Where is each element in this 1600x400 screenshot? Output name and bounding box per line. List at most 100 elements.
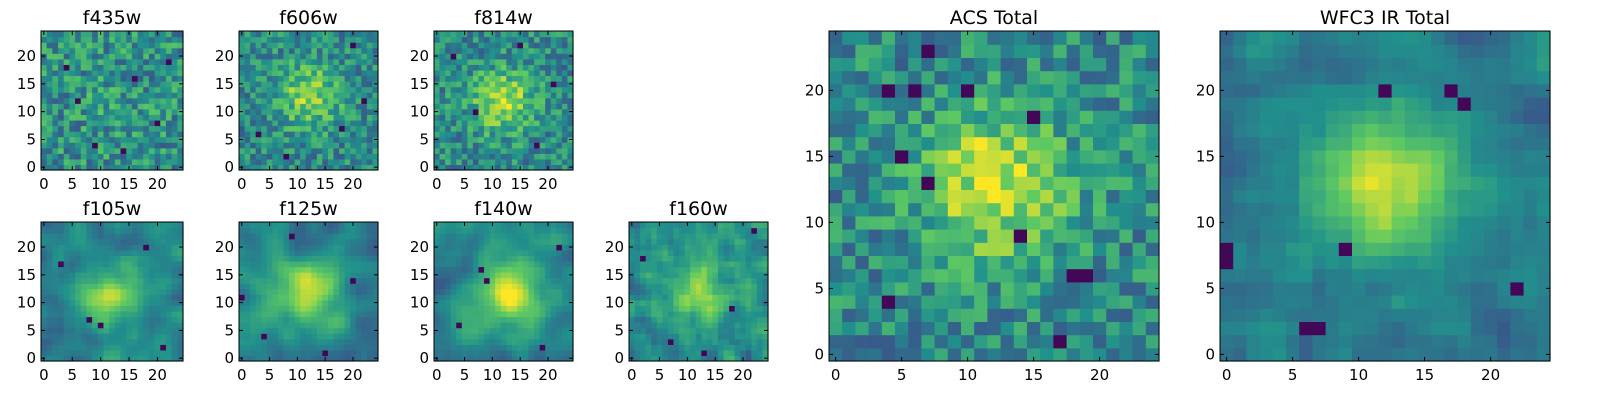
heatmap-cell	[92, 53, 99, 60]
heatmap-cell	[701, 344, 708, 351]
heatmap-cell	[517, 333, 524, 340]
heatmap-cell	[92, 349, 99, 357]
heatmap-cell	[289, 42, 296, 49]
heatmap-cell	[1053, 295, 1068, 309]
heatmap-cell	[745, 355, 752, 362]
heatmap-cell	[148, 355, 156, 362]
heatmap-cell	[567, 69, 574, 77]
x-tick-label: 5	[265, 366, 275, 384]
heatmap-cell	[350, 288, 357, 295]
heatmap-cell	[634, 299, 641, 306]
heatmap-cell	[69, 338, 76, 345]
heatmap-cell	[277, 294, 285, 301]
heatmap-cell	[272, 125, 279, 132]
heatmap-cell	[522, 103, 530, 110]
heatmap-cell	[908, 295, 922, 309]
heatmap-cell	[103, 47, 110, 54]
heatmap-cell	[495, 31, 502, 38]
heatmap-cell	[92, 294, 99, 301]
heatmap-cell	[506, 97, 513, 104]
heatmap-cell	[472, 81, 480, 88]
heatmap-cell	[651, 333, 658, 340]
heatmap-cell	[316, 31, 323, 38]
heatmap-cell	[171, 131, 178, 138]
heatmap-cell	[539, 327, 546, 334]
heatmap-cell	[947, 295, 962, 309]
heatmap-cell	[445, 288, 452, 295]
heatmap-cell	[461, 136, 468, 143]
heatmap-cell	[103, 42, 110, 49]
heatmap-cell	[751, 272, 758, 279]
heatmap-cell	[277, 136, 285, 143]
heatmap-cell	[561, 92, 569, 99]
heatmap-cell	[289, 294, 296, 301]
heatmap-cell	[645, 355, 652, 362]
heatmap-cell	[561, 222, 569, 229]
heatmap-cell	[439, 283, 446, 290]
heatmap-cell	[289, 238, 296, 245]
heatmap-cell	[154, 244, 161, 251]
heatmap-cell	[97, 114, 105, 121]
heatmap-cell	[662, 333, 669, 340]
heatmap-cell	[355, 142, 362, 149]
heatmap-cell	[662, 244, 669, 251]
heatmap-cell	[75, 81, 82, 88]
heatmap-cell	[92, 249, 99, 256]
heatmap-cell	[534, 244, 541, 251]
heatmap-cell	[361, 92, 368, 99]
heatmap-cell	[103, 260, 110, 268]
heatmap-cell	[434, 58, 441, 65]
heatmap-cell	[160, 244, 167, 251]
heatmap-cell	[294, 255, 301, 262]
heatmap-cell	[143, 227, 150, 234]
heatmap-cell	[339, 36, 346, 43]
heatmap-cell	[361, 349, 368, 357]
heatmap-cell	[69, 283, 76, 290]
heatmap-cell	[355, 36, 362, 43]
heatmap-cell	[445, 114, 452, 121]
heatmap-cell	[511, 272, 518, 279]
heatmap-cell	[80, 355, 88, 362]
y-tick-label: 10	[17, 103, 36, 121]
heatmap-cell	[662, 338, 669, 345]
heatmap-cell	[311, 294, 318, 301]
heatmap-cell	[456, 114, 463, 121]
heatmap-cell	[355, 233, 362, 240]
heatmap-cell	[294, 305, 301, 312]
heatmap-cell	[272, 305, 279, 312]
heatmap-cell	[372, 42, 379, 49]
heatmap-cell	[673, 244, 680, 251]
heatmap-cell	[528, 305, 535, 312]
heatmap-cell	[640, 338, 647, 345]
heatmap-cell	[690, 338, 697, 345]
heatmap-cell	[489, 47, 496, 54]
heatmap-cell	[311, 36, 318, 43]
heatmap-cell	[69, 97, 76, 104]
heatmap-cell	[366, 244, 374, 251]
heatmap-cell	[511, 153, 518, 160]
heatmap-cell	[517, 53, 524, 60]
heatmap-cell	[171, 272, 178, 279]
heatmap-cell	[272, 310, 279, 318]
heatmap-cell	[484, 299, 491, 306]
heatmap-cell	[300, 75, 307, 82]
heatmap-cell	[344, 272, 351, 279]
heatmap-cell	[511, 131, 518, 138]
heatmap-cell	[495, 233, 502, 240]
heatmap-cell	[517, 136, 524, 143]
heatmap-cell	[679, 344, 686, 351]
heatmap-cell	[740, 305, 747, 312]
heatmap-cell	[528, 338, 535, 345]
heatmap-cell	[103, 81, 110, 88]
heatmap-cell	[114, 147, 122, 154]
heatmap-cell	[484, 338, 491, 345]
heatmap-cell	[339, 288, 346, 295]
heatmap-cell	[673, 338, 680, 345]
heatmap-cell	[456, 153, 463, 160]
heatmap-cell	[701, 305, 708, 312]
heatmap-cell	[244, 158, 251, 166]
heatmap-cell	[1079, 308, 1094, 322]
heatmap-cell	[506, 260, 513, 268]
